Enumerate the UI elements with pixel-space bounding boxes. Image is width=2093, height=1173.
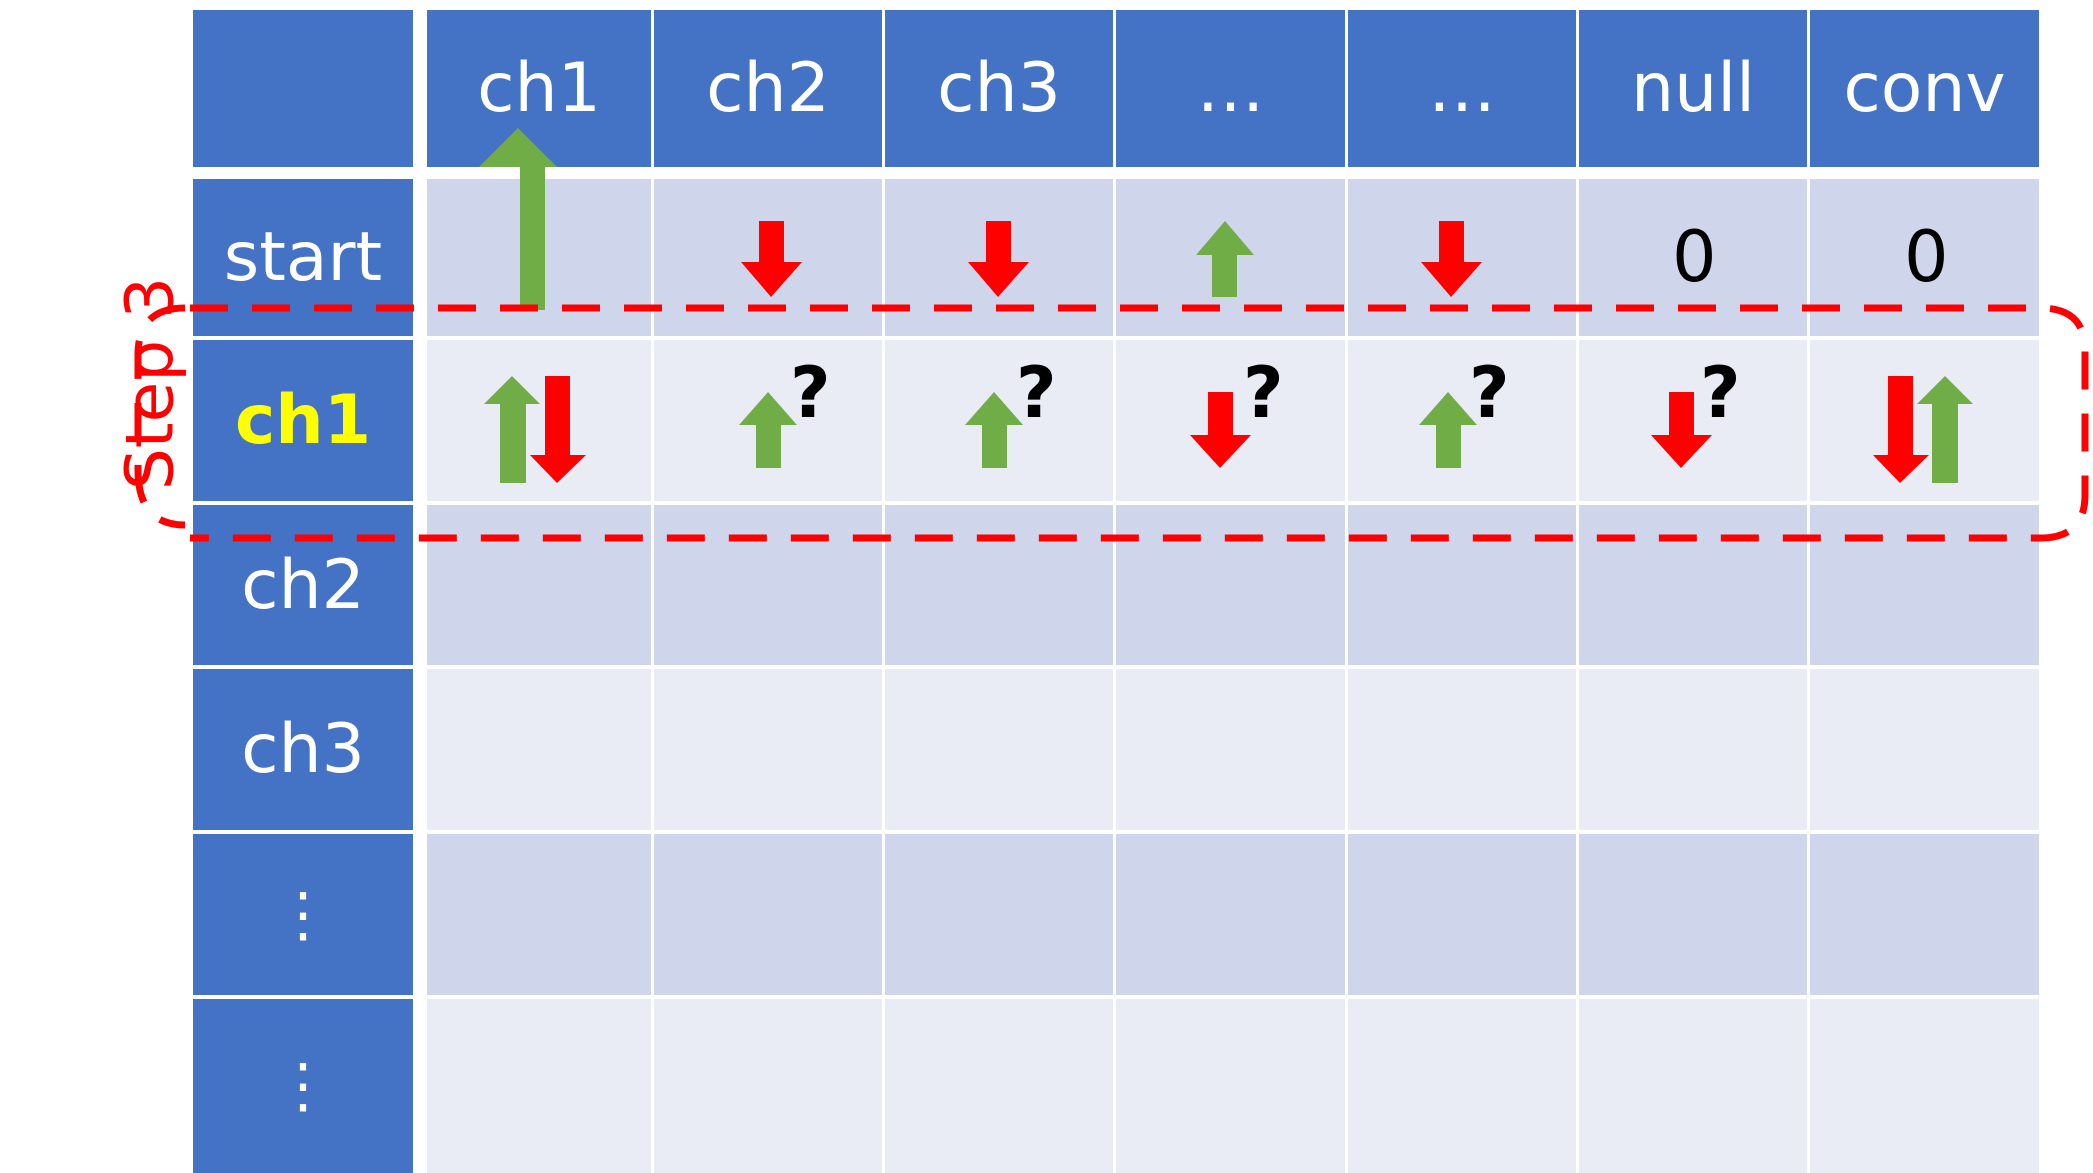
table-cell	[1116, 669, 1345, 830]
row-header-label: start	[223, 218, 383, 297]
table-cell	[1116, 999, 1345, 1173]
up-arrow-icon	[965, 392, 1023, 468]
row-header-label: ch3	[241, 710, 365, 789]
table-cell	[1579, 505, 1807, 665]
corner-cell	[193, 10, 413, 167]
col-header-label: ch2	[706, 49, 830, 128]
table-cell	[427, 669, 651, 830]
up-arrow-icon	[1419, 392, 1477, 468]
table-cell	[654, 505, 882, 665]
table-cell	[1348, 834, 1576, 995]
col-header-ch2: ch2	[654, 10, 882, 167]
down-arrow-icon	[968, 221, 1029, 297]
up-arrow-icon	[1917, 376, 1973, 483]
col-header-ch1: ch1	[427, 10, 651, 167]
question-mark: ?	[1016, 352, 1057, 434]
col-header-null: null	[1579, 10, 1807, 167]
col-header-ch3: ch3	[885, 10, 1113, 167]
question-mark: ?	[1469, 352, 1510, 434]
table-cell	[1348, 999, 1576, 1173]
row-header-label: ch1	[234, 381, 372, 460]
table-cell	[1579, 834, 1807, 995]
question-mark: ?	[790, 352, 831, 434]
start-null-value: 0	[1672, 216, 1717, 298]
row-header-vdots-1: ⋮	[193, 834, 413, 995]
table-cell	[885, 999, 1113, 1173]
table-cell	[654, 834, 882, 995]
table-cell	[1348, 669, 1576, 830]
row-header-ch2: ch2	[193, 505, 413, 665]
table-cell	[654, 669, 882, 830]
question-mark: ?	[1243, 352, 1284, 434]
table-cell	[885, 669, 1113, 830]
table-cell	[885, 505, 1113, 665]
table-cell	[1348, 505, 1576, 665]
col-header-ellipsis-1: …	[1116, 10, 1345, 167]
down-arrow-icon	[1651, 392, 1712, 468]
col-header-label: ch3	[937, 49, 1061, 128]
row-header-vdots-2: ⋮	[193, 999, 413, 1173]
table-cell	[1579, 669, 1807, 830]
table-cell	[1810, 999, 2039, 1173]
table-cell	[1579, 999, 1807, 1173]
col-header-conv: conv	[1810, 10, 2039, 167]
table-cell	[427, 505, 651, 665]
table-cell	[1116, 505, 1345, 665]
up-arrow-icon	[479, 128, 557, 310]
table-cell	[1810, 669, 2039, 830]
table-cell	[1810, 340, 2039, 501]
table-cell	[1810, 505, 2039, 665]
row-header-ch3: ch3	[193, 669, 413, 830]
step3-dashed-selection-box	[134, 304, 2089, 542]
col-header-label: …	[1428, 49, 1496, 128]
col-header-ellipsis-2: …	[1348, 10, 1576, 167]
up-arrow-icon	[1196, 221, 1254, 297]
down-arrow-icon	[1190, 392, 1251, 468]
table-cell	[427, 999, 651, 1173]
table-cell	[654, 999, 882, 1173]
table-cell	[1116, 834, 1345, 995]
down-arrow-icon	[1873, 376, 1929, 483]
table-cell	[427, 834, 651, 995]
col-header-label: conv	[1843, 49, 2006, 128]
question-mark: ?	[1700, 352, 1741, 434]
col-header-label: ch1	[477, 49, 601, 128]
step3-label: Step 3	[111, 276, 189, 491]
table-cell	[427, 340, 651, 501]
down-arrow-icon	[530, 376, 586, 483]
row-header-label: ch2	[241, 545, 365, 625]
down-arrow-icon	[1421, 221, 1482, 297]
up-arrow-icon	[484, 376, 540, 483]
col-header-label: …	[1196, 49, 1265, 128]
up-arrow-icon	[739, 392, 797, 468]
col-header-label: null	[1631, 49, 1755, 128]
down-arrow-icon	[741, 221, 802, 297]
table-cell	[1810, 834, 2039, 995]
row-header-ch1: ch1	[193, 340, 413, 501]
table-cell	[885, 834, 1113, 995]
start-conv-value: 0	[1904, 216, 1949, 298]
